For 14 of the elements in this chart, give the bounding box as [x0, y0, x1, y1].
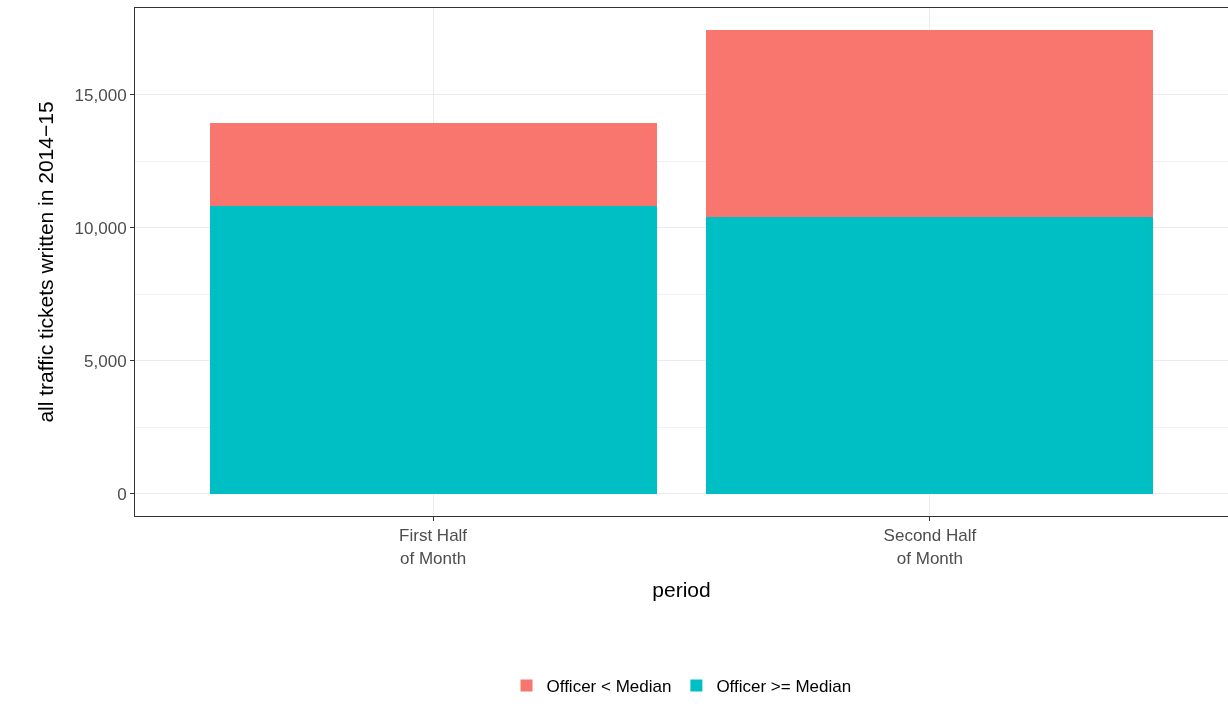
x-axis-title: period — [652, 577, 711, 601]
bar — [706, 30, 1154, 218]
x-tick-label: Second Half of Month — [883, 526, 977, 568]
y-tick-label: 5,000 — [84, 351, 127, 371]
legend-label: Officer < Median — [546, 677, 672, 697]
bar — [209, 205, 657, 494]
y-tick-label: 10,000 — [74, 218, 127, 238]
y-tick-label: 0 — [117, 484, 127, 504]
y-tick-label: 15,000 — [74, 85, 127, 105]
x-tick-label: First Half of Month — [399, 526, 468, 568]
bar — [209, 122, 657, 206]
legend-label: Officer >= Median — [716, 677, 852, 697]
y-axis-title: all traffic tickets written in 2014−15 — [33, 101, 57, 423]
bar — [706, 217, 1154, 494]
